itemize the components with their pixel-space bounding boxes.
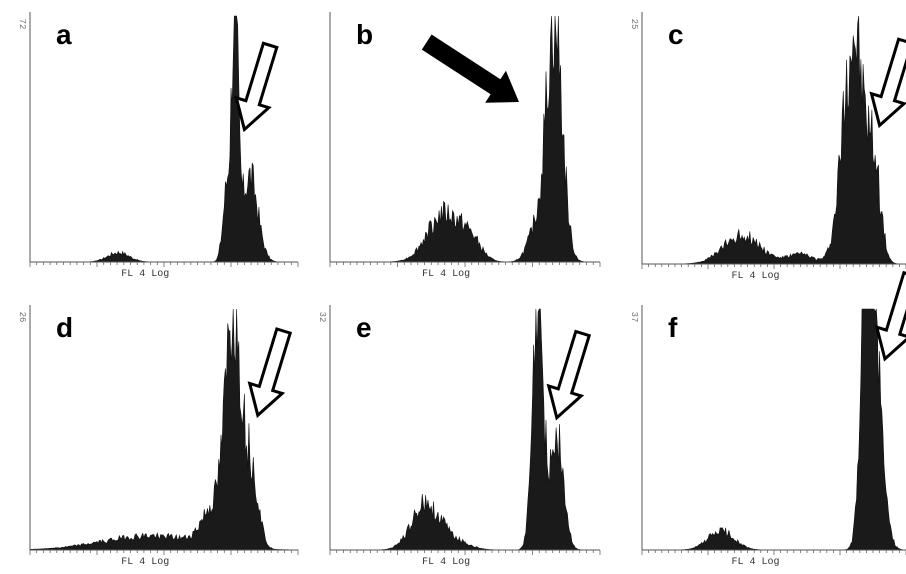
x-axis-label-a: FL 4 Log bbox=[121, 269, 169, 280]
panel-letter-d: d bbox=[56, 312, 73, 343]
histogram-panel-c: FL 4 Log 25 c bbox=[629, 12, 906, 282]
histogram-panel-e: FL 4 Log 32 e bbox=[317, 305, 601, 568]
y-max-label-c: 25 bbox=[629, 19, 639, 30]
histogram-area-d bbox=[29, 308, 299, 551]
y-max-label-f: 37 bbox=[629, 312, 639, 323]
histogram-panel-b: FL 4 Log b bbox=[329, 12, 601, 280]
open-arrow-icon bbox=[247, 327, 293, 419]
x-axis-label-d: FL 4 Log bbox=[121, 557, 169, 568]
x-axis-label-b: FL 4 Log bbox=[422, 269, 470, 280]
panel-letter-e: e bbox=[356, 312, 372, 343]
open-arrow-icon bbox=[546, 329, 592, 421]
histogram-panel-f: FL 4 Log 37 f bbox=[629, 270, 906, 568]
y-max-label-e: 32 bbox=[317, 312, 327, 323]
open-arrow-icon bbox=[869, 37, 906, 129]
histogram-area-f bbox=[642, 308, 906, 551]
x-axis-label-c: FL 4 Log bbox=[732, 271, 780, 282]
open-arrow-icon bbox=[874, 270, 906, 362]
panel-letter-a: a bbox=[56, 19, 72, 50]
panel-letter-c: c bbox=[668, 19, 684, 50]
histogram-area-c bbox=[642, 15, 906, 265]
y-max-label-a: 72 bbox=[17, 19, 27, 30]
histogram-area-a bbox=[30, 15, 298, 263]
histogram-area-b bbox=[330, 15, 600, 263]
open-arrow-icon bbox=[234, 41, 279, 133]
x-axis-label-f: FL 4 Log bbox=[732, 557, 780, 568]
y-max-label-d: 26 bbox=[17, 312, 27, 323]
x-axis-label-e: FL 4 Log bbox=[422, 557, 470, 568]
panel-letter-b: b bbox=[356, 19, 373, 50]
histogram-panel-a: FL 4 Log 72 a bbox=[17, 12, 299, 280]
histogram-panel-d: FL 4 Log 26 d bbox=[17, 305, 299, 568]
solid-arrow-icon bbox=[421, 34, 519, 103]
panel-letter-f: f bbox=[668, 312, 678, 343]
histogram-area-e bbox=[330, 308, 600, 551]
